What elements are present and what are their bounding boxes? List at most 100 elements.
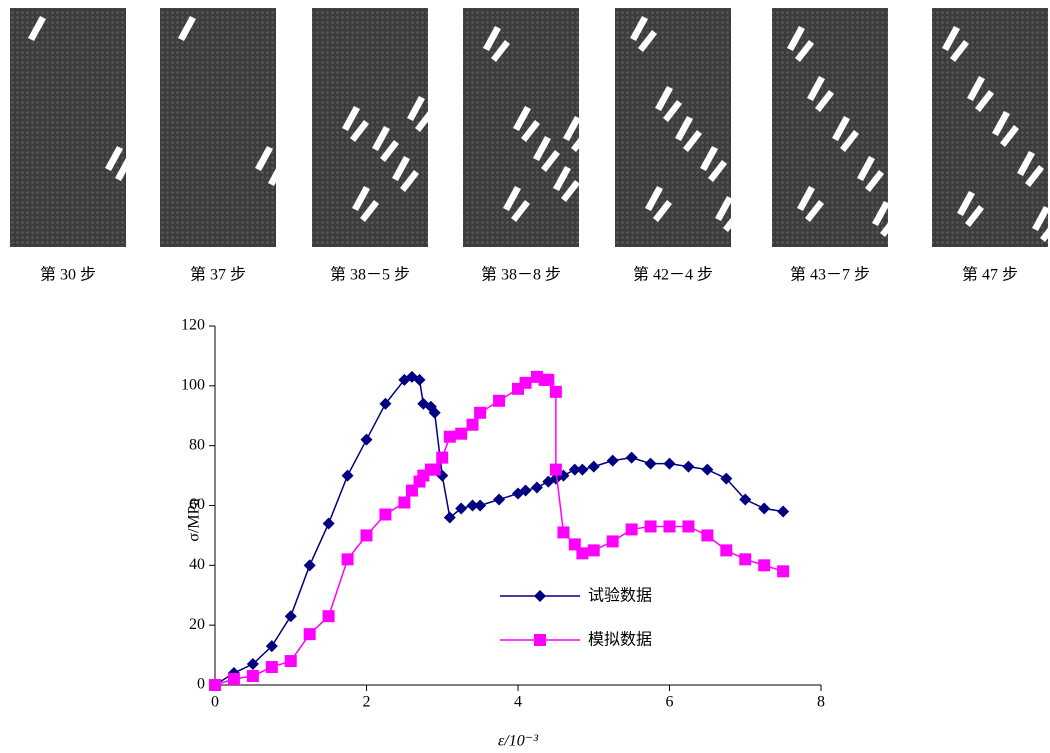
diamond-marker — [682, 460, 695, 473]
diamond-marker — [625, 451, 638, 464]
panel-image — [10, 8, 126, 247]
panel-label: 第 47 步 — [962, 266, 1018, 284]
diamond-marker — [530, 481, 543, 494]
square-marker — [466, 418, 479, 431]
diamond-marker — [303, 559, 316, 572]
crack — [787, 26, 805, 51]
crack — [655, 86, 673, 111]
panel-image — [160, 8, 276, 247]
crack — [392, 156, 410, 181]
crack — [797, 186, 815, 211]
crack — [865, 170, 884, 192]
square-marker — [549, 463, 562, 476]
diamond-marker — [341, 469, 354, 482]
crack — [957, 191, 975, 216]
diamond-marker — [413, 373, 426, 386]
crack — [350, 120, 369, 142]
square-marker — [682, 520, 695, 533]
crack — [342, 106, 360, 131]
panel-label: 第 30 步 — [40, 266, 96, 284]
crack — [992, 111, 1010, 136]
panel-label: 第 37 步 — [190, 266, 246, 284]
diamond-marker — [534, 590, 546, 602]
diamond-marker — [428, 406, 441, 419]
square-marker — [474, 406, 487, 419]
crack — [638, 30, 657, 52]
square-marker — [209, 679, 221, 691]
crack — [561, 180, 580, 202]
diamond-marker — [322, 517, 335, 530]
square-marker — [720, 544, 733, 557]
square-marker — [758, 559, 771, 572]
diamond-marker — [720, 472, 733, 485]
crack — [723, 210, 742, 232]
square-marker — [493, 394, 506, 407]
y-axis-label: σ/MPa — [186, 498, 203, 541]
crack — [832, 116, 850, 141]
y-tick-label: 20 — [189, 616, 205, 633]
crack — [105, 146, 123, 171]
crack — [400, 170, 419, 192]
y-tick-label: 60 — [189, 496, 205, 513]
crack — [807, 76, 825, 101]
x-tick-label: 0 — [211, 694, 219, 711]
square-marker — [777, 565, 790, 578]
y-tick-label: 0 — [197, 676, 205, 693]
square-marker — [360, 529, 373, 542]
diamond-marker — [493, 493, 506, 506]
crack — [1032, 206, 1050, 231]
square-marker — [739, 553, 752, 566]
crack — [815, 90, 834, 112]
crack — [521, 120, 540, 142]
crack — [28, 16, 46, 41]
crack — [805, 200, 824, 222]
diamond-marker — [360, 433, 373, 446]
diamond-marker — [777, 505, 790, 518]
diamond-marker — [443, 511, 456, 524]
crack — [967, 76, 985, 101]
crack — [178, 16, 196, 41]
square-marker — [644, 520, 657, 533]
crack — [491, 40, 510, 62]
square-marker — [606, 535, 619, 548]
x-tick-label: 6 — [666, 694, 674, 711]
crack — [360, 200, 379, 222]
crack — [1025, 165, 1044, 187]
crack — [1017, 151, 1035, 176]
crack — [683, 130, 702, 152]
square-marker — [246, 670, 259, 683]
crack — [115, 156, 133, 181]
square-marker — [625, 523, 638, 536]
y-tick-label: 40 — [189, 556, 205, 573]
crack — [268, 161, 286, 186]
diamond-marker — [568, 463, 581, 476]
diamond-marker — [474, 499, 487, 512]
diamond-marker — [246, 658, 259, 671]
diamond-marker — [265, 640, 278, 653]
square-marker — [557, 526, 570, 539]
panel-label: 第 38－5 步 — [330, 266, 410, 284]
square-marker — [341, 553, 354, 566]
crack — [483, 26, 501, 51]
square-marker — [398, 496, 411, 509]
square-marker — [284, 655, 297, 668]
crack — [950, 40, 969, 62]
diamond-marker — [519, 484, 532, 497]
panel-image — [932, 8, 1048, 247]
crack — [840, 130, 859, 152]
crack — [663, 100, 682, 122]
square-marker — [322, 610, 335, 623]
crack — [708, 160, 727, 182]
crack — [563, 116, 581, 141]
crack — [965, 205, 984, 227]
square-marker — [428, 463, 441, 476]
square-marker — [379, 508, 392, 521]
legend-label: 模拟数据 — [588, 630, 652, 649]
diamond-marker — [576, 463, 589, 476]
crack — [653, 200, 672, 222]
diamond-marker — [663, 457, 676, 470]
panel-label: 第 38－8 步 — [481, 266, 561, 284]
diamond-marker — [466, 499, 479, 512]
crack — [975, 90, 994, 112]
